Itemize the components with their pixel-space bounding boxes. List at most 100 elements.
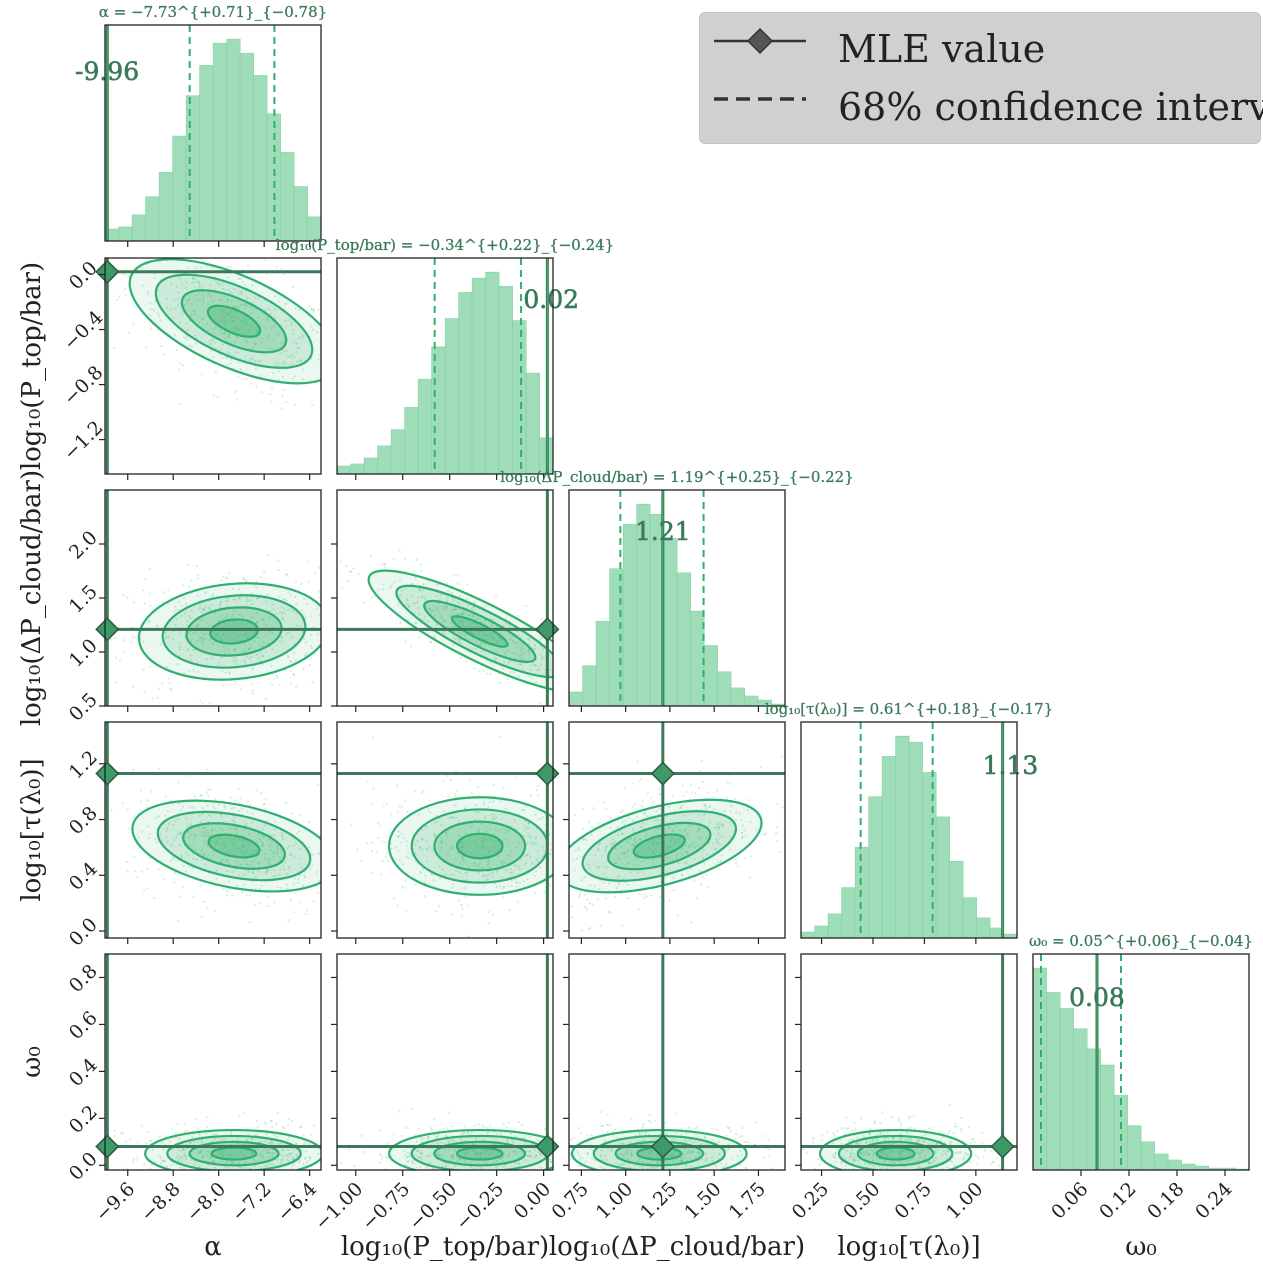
y-tick-label: 0.4	[65, 858, 102, 895]
hist-bar	[1046, 992, 1061, 1170]
hist-bar	[145, 196, 160, 241]
hist-bar	[935, 816, 951, 938]
density-contour	[180, 289, 288, 354]
hist-bar	[1154, 1153, 1169, 1170]
hist-bar	[1127, 1125, 1142, 1170]
mle-marker	[95, 761, 120, 786]
mle-marker	[95, 259, 120, 284]
hist-panel-dpcloud: 1.21 log₁₀(ΔP_cloud/bar) = 1.19^{+0.25}_{…	[500, 468, 854, 712]
scatter-panel-dpcloud-vs-ptop	[331, 489, 560, 712]
legend-mle-label: MLE value	[838, 27, 1046, 71]
mle-marker	[95, 1134, 120, 1159]
hist-bar	[485, 271, 500, 474]
y-tick-label: 0.0	[65, 257, 102, 294]
y-tick-label: 0.4	[65, 1054, 102, 1091]
scatter-panel-omega-vs-tau: 0.25 0.50 0.75 1.00	[788, 953, 1018, 1224]
hist-bar	[280, 151, 295, 241]
hist-bar	[444, 318, 460, 474]
panel-frame	[336, 953, 554, 1171]
density-contour	[455, 832, 504, 860]
hist-bar	[431, 346, 446, 474]
mle-marker	[990, 1134, 1015, 1159]
mle-marker	[650, 1134, 675, 1159]
hist-bar	[337, 465, 352, 474]
hist-bar	[895, 735, 910, 938]
hist-bar	[962, 897, 978, 938]
mle-marker	[650, 761, 675, 786]
y-tick-label: 0.8	[65, 960, 102, 997]
panel-frame	[1032, 953, 1250, 1171]
hist-bar	[1073, 1028, 1088, 1170]
y-tick-label: −0.4	[59, 307, 107, 355]
x-tick-label: −8.8	[137, 1178, 185, 1226]
y-axis-label-omega: ω₀	[17, 1046, 47, 1078]
hist-bar	[949, 861, 964, 938]
scatter-panel-tau-vs-alpha: 1.2 0.8 0.4 0.0	[65, 721, 322, 951]
x-tick-label: −7.2	[228, 1178, 276, 1226]
mle-value-label: 1.13	[983, 751, 1039, 780]
x-tick-label: −8.0	[182, 1178, 230, 1226]
panel-frame	[336, 721, 554, 939]
hist-bar	[512, 320, 527, 474]
hist-panel-alpha: -9.96 α = −7.73^{+0.71}_{−0.78}	[75, 3, 327, 247]
hist-bar	[226, 38, 241, 241]
x-tick-label: 0.50	[839, 1178, 884, 1223]
y-tick-label: 0.6	[65, 1007, 102, 1044]
y-tick-label: 1.0	[65, 635, 102, 672]
x-tick-label: −9.6	[91, 1178, 139, 1226]
hist-bar	[458, 292, 473, 474]
panel-title: ω₀ = 0.05^{+0.06}_{−0.04}	[1029, 932, 1253, 950]
density-contour	[182, 822, 286, 870]
density-contour	[185, 606, 283, 657]
hist-bar	[363, 457, 379, 474]
hist-bar	[525, 372, 541, 474]
x-tick-label: 0.00	[510, 1178, 555, 1223]
hist-bar	[744, 695, 759, 706]
y-tick-label: 0.0	[65, 1148, 102, 1185]
x-tick-label: −0.25	[452, 1178, 509, 1235]
mle-value-label: 1.21	[635, 517, 691, 546]
hist-bar	[293, 186, 309, 241]
hist-bar	[703, 645, 719, 706]
hist-bar	[131, 214, 147, 241]
hist-bar	[1086, 1048, 1102, 1170]
hist-panel-ptop: 0.02 log₁₀(P_top/bar) = −0.34^{+0.22}_{−0…	[276, 236, 614, 480]
legend-ci-label: 68% confidence interval	[838, 85, 1263, 129]
density-contour	[210, 1146, 258, 1161]
panel-title: log₁₀(P_top/bar) = −0.34^{+0.22}_{−0.24}	[276, 236, 614, 254]
hist-bar	[569, 691, 584, 706]
panel-frame	[568, 953, 786, 1171]
scatter-panel-tau-vs-ptop	[331, 721, 560, 944]
hist-bar	[1100, 1064, 1115, 1170]
x-axis-label-tau: log₁₀[τ(λ₀)]	[837, 1232, 980, 1262]
density-contour	[569, 798, 763, 894]
hist-bar	[350, 463, 365, 474]
panel-title: log₁₀[τ(λ₀)] = 0.61^{+0.18}_{−0.17}	[765, 700, 1053, 718]
x-tick-label: 1.75	[725, 1178, 770, 1223]
hist-bar	[1033, 967, 1048, 1170]
hist-bar	[1059, 1008, 1075, 1170]
hist-bar	[498, 285, 514, 474]
x-tick-label: −0.50	[405, 1178, 462, 1235]
x-tick-label: 1.00	[592, 1178, 637, 1223]
panel-frame	[336, 257, 554, 475]
x-axis-label-dpcloud: log₁₀(ΔP_cloud/bar)	[549, 1232, 805, 1262]
hist-bar	[827, 913, 843, 938]
density-contour	[207, 833, 261, 859]
x-axis-label-omega: ω₀	[1125, 1232, 1157, 1262]
y-tick-label: 0.0	[65, 914, 102, 951]
x-tick-label: 1.50	[680, 1178, 725, 1223]
density-contour	[128, 258, 321, 385]
density-contour	[395, 584, 553, 679]
density-contour	[387, 1128, 553, 1170]
hist-bar	[377, 445, 392, 474]
density-contour	[156, 810, 312, 882]
density-contour	[154, 273, 314, 369]
x-tick-label: 0.18	[1143, 1178, 1188, 1223]
y-tick-label: −0.8	[59, 362, 107, 410]
hist-bar	[199, 65, 214, 241]
mle-value-label: 0.08	[1069, 983, 1125, 1012]
hist-bar	[582, 665, 597, 706]
legend-ci-marker	[714, 97, 806, 101]
